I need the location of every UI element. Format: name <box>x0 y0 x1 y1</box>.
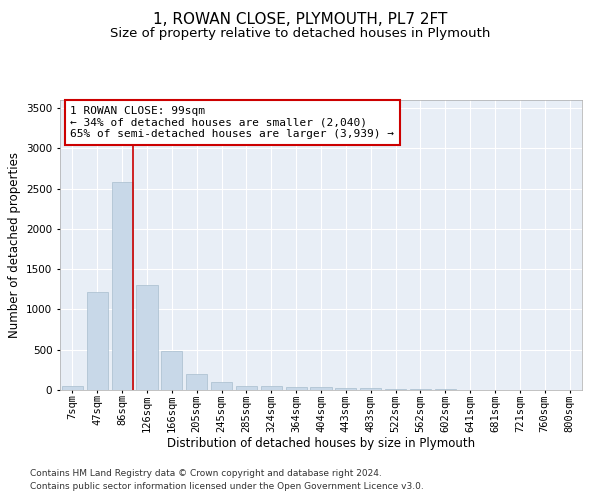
Text: Contains HM Land Registry data © Crown copyright and database right 2024.: Contains HM Land Registry data © Crown c… <box>30 468 382 477</box>
Bar <box>261 386 282 390</box>
Bar <box>286 387 307 390</box>
Bar <box>87 292 108 390</box>
Text: 1, ROWAN CLOSE, PLYMOUTH, PL7 2FT: 1, ROWAN CLOSE, PLYMOUTH, PL7 2FT <box>153 12 447 28</box>
Text: 1 ROWAN CLOSE: 99sqm
← 34% of detached houses are smaller (2,040)
65% of semi-de: 1 ROWAN CLOSE: 99sqm ← 34% of detached h… <box>70 106 394 139</box>
Text: Contains public sector information licensed under the Open Government Licence v3: Contains public sector information licen… <box>30 482 424 491</box>
Bar <box>112 182 133 390</box>
Bar <box>161 352 182 390</box>
Bar <box>236 386 257 390</box>
Bar <box>136 286 158 390</box>
Bar <box>310 387 332 390</box>
Bar <box>62 386 83 390</box>
Bar <box>410 389 431 390</box>
Bar <box>385 389 406 390</box>
Text: Size of property relative to detached houses in Plymouth: Size of property relative to detached ho… <box>110 28 490 40</box>
Bar <box>335 388 356 390</box>
Y-axis label: Number of detached properties: Number of detached properties <box>8 152 20 338</box>
Bar <box>211 382 232 390</box>
X-axis label: Distribution of detached houses by size in Plymouth: Distribution of detached houses by size … <box>167 437 475 450</box>
Bar <box>360 388 381 390</box>
Bar <box>186 374 207 390</box>
